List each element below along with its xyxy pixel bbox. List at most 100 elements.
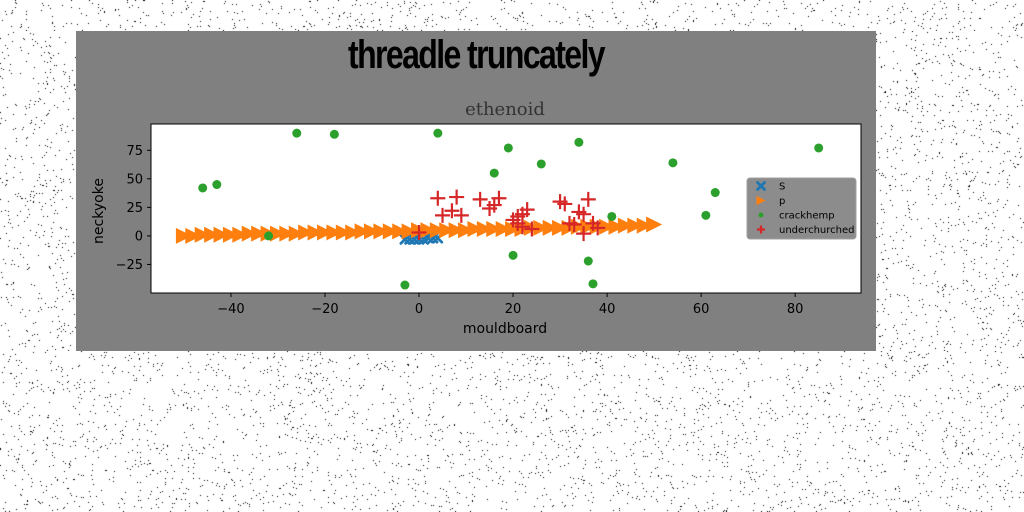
data-point-p <box>194 226 211 243</box>
data-point-p <box>608 218 625 235</box>
plot-area <box>150 123 862 294</box>
data-point-crackhemp <box>710 188 720 198</box>
data-point-underchurched <box>590 220 606 236</box>
data-point-p <box>326 224 343 241</box>
data-point-p <box>279 225 296 242</box>
legend-label-S: S <box>779 182 785 193</box>
legend-marker-underchurched <box>757 225 765 234</box>
y-tick-label: 0 <box>135 229 143 244</box>
data-point-p <box>213 226 230 243</box>
data-point-underchurched <box>576 226 592 242</box>
data-point-p <box>476 221 493 238</box>
legend: Sp crackhemp underchurched <box>746 177 857 240</box>
data-point-p <box>617 217 634 234</box>
data-point-underchurched <box>580 191 596 207</box>
x-tick-label: −20 <box>311 302 338 317</box>
data-point-underchurched <box>472 191 488 207</box>
data-point-p <box>345 224 362 241</box>
legend-label-crackhemp: crackhemp <box>779 211 835 222</box>
data-point-crackhemp <box>668 158 678 168</box>
data-point-p <box>354 223 371 240</box>
x-tick-label: −40 <box>217 302 244 317</box>
data-point-crackhemp <box>329 129 339 139</box>
data-point-underchurched <box>557 196 573 212</box>
legend-label-p: p <box>779 196 785 207</box>
data-point-underchurched <box>524 221 540 237</box>
x-tick-label: 20 <box>505 302 522 317</box>
data-point-p <box>363 223 380 240</box>
data-point-p <box>646 216 663 233</box>
data-point-p <box>420 222 437 239</box>
data-point-p <box>175 227 192 244</box>
legend-marker-S <box>756 181 766 191</box>
data-point-crackhemp <box>400 280 410 290</box>
legend-box <box>746 177 857 240</box>
legend-marker-p <box>756 196 766 205</box>
scatter-chart: ethenoid −40 −20 0 20 40 60 80 −25 0 25 50 75 moul… <box>91 99 862 337</box>
data-point-underchurched <box>491 190 507 206</box>
legend-marker-crackhemp <box>758 212 764 218</box>
x-tick-label: 80 <box>787 302 804 317</box>
data-point-crackhemp <box>508 250 518 260</box>
data-point-p <box>486 221 503 238</box>
data-point-crackhemp <box>264 231 274 241</box>
data-point-p <box>204 226 221 243</box>
x-axis-ticks: −40 −20 0 20 40 60 80 <box>217 293 803 317</box>
data-point-crackhemp <box>607 211 617 221</box>
data-point-underchurched <box>453 207 469 223</box>
figure-panel: threadle truncately ethenoid −40 −20 0 20 40… <box>76 31 876 351</box>
y-tick-label: 50 <box>126 172 143 187</box>
data-point-crackhemp <box>198 183 208 193</box>
y-tick-label: 75 <box>126 144 143 159</box>
data-point-crackhemp <box>574 137 584 147</box>
data-point-p <box>269 225 286 242</box>
data-point-p <box>373 223 390 240</box>
data-point-underchurched <box>514 219 530 235</box>
data-point-p <box>467 221 484 238</box>
data-point-crackhemp <box>433 128 443 138</box>
x-tick-label: 40 <box>599 302 616 317</box>
y-tick-label: 25 <box>126 201 143 216</box>
x-tick-label: 60 <box>693 302 710 317</box>
data-point-p <box>251 225 268 242</box>
figure-title: threadle truncately <box>348 33 606 77</box>
data-point-p <box>222 226 239 243</box>
data-point-p <box>401 223 418 240</box>
data-point-crackhemp <box>292 128 302 138</box>
data-point-p <box>232 226 249 243</box>
data-point-underchurched <box>435 207 451 223</box>
data-point-crackhemp <box>489 168 499 178</box>
data-point-crackhemp <box>503 143 513 153</box>
data-points-layer <box>175 128 833 290</box>
data-point-p <box>636 217 653 234</box>
chart-title: ethenoid <box>465 99 545 120</box>
data-point-p <box>185 227 202 244</box>
data-point-underchurched <box>519 202 535 218</box>
data-point-p <box>599 218 616 235</box>
data-point-crackhemp <box>212 180 222 190</box>
data-point-p <box>542 219 559 236</box>
data-point-p <box>448 222 465 239</box>
y-tick-label: −25 <box>116 258 143 273</box>
data-point-p <box>382 223 399 240</box>
data-point-crackhemp <box>701 210 711 220</box>
data-point-p <box>288 225 305 242</box>
data-point-p <box>307 224 324 241</box>
data-point-underchurched <box>430 190 446 206</box>
x-axis-label: mouldboard <box>463 321 547 337</box>
data-point-p <box>429 222 446 239</box>
y-axis-ticks: −25 0 25 50 75 <box>116 144 151 273</box>
data-point-p <box>335 224 352 241</box>
data-point-crackhemp <box>583 256 593 266</box>
series-underchurched <box>411 189 606 242</box>
data-point-underchurched <box>444 203 460 219</box>
data-point-p <box>533 219 550 236</box>
data-point-p <box>439 222 456 239</box>
data-point-underchurched <box>566 216 582 232</box>
data-point-p <box>392 223 409 240</box>
data-point-p <box>316 224 333 241</box>
x-tick-label: 0 <box>415 302 423 317</box>
data-point-p <box>495 221 512 238</box>
data-point-p <box>298 224 315 241</box>
data-point-crackhemp <box>814 143 824 153</box>
